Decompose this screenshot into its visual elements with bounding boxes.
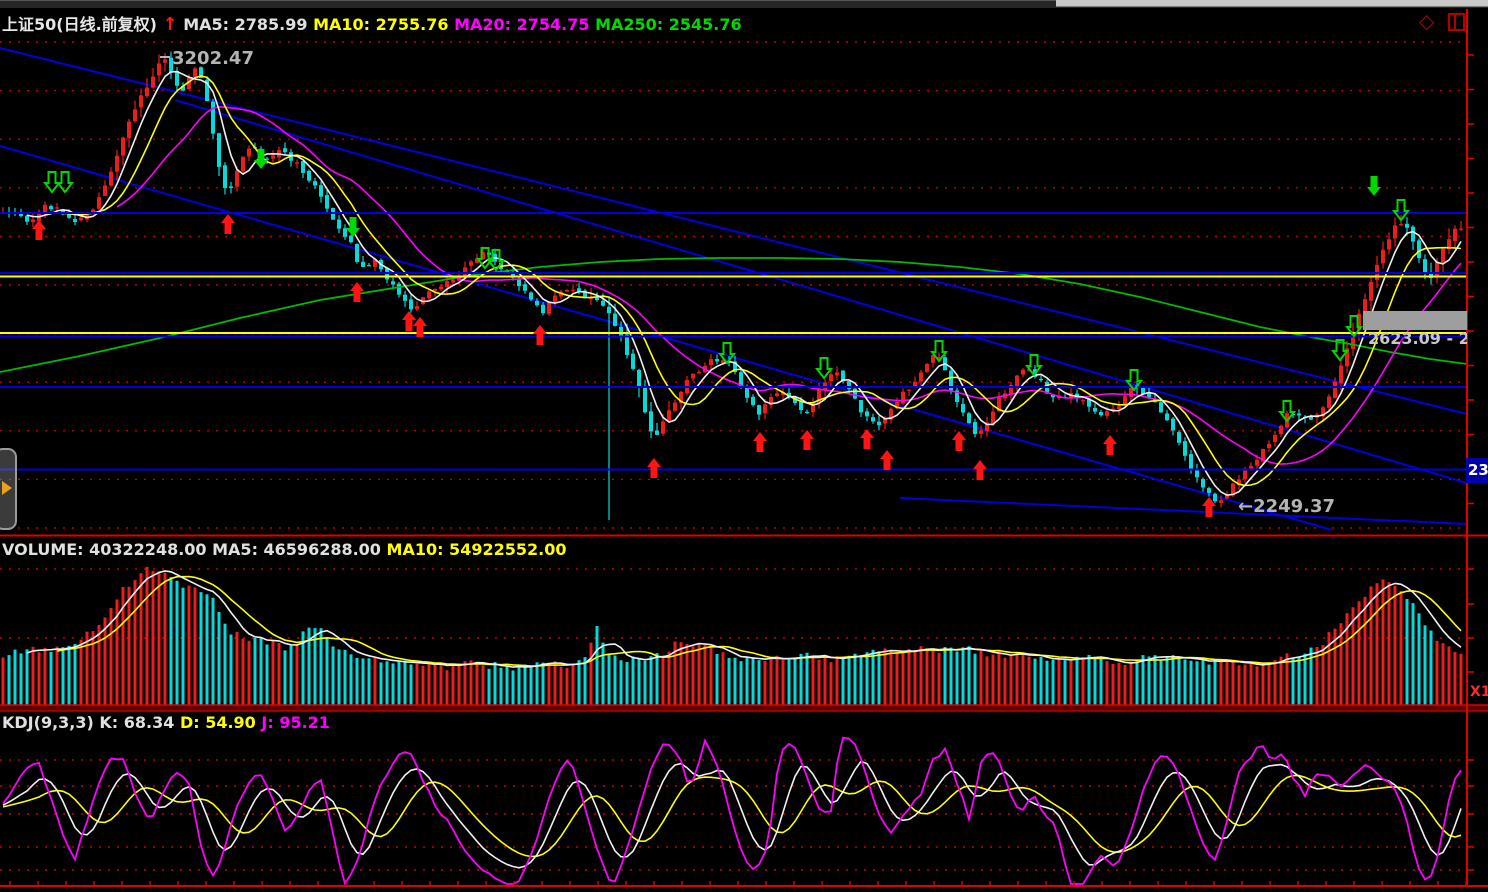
kdj-d-value: D: 54.90: [179, 713, 256, 732]
price-axis-badge: 23: [1466, 458, 1488, 483]
ma250-value: MA250: 2545.76: [595, 15, 742, 34]
horizontal-scrollbar[interactable]: [1056, 0, 1488, 7]
kdj-k-value: K: 68.34: [99, 713, 175, 732]
ma20-value: MA20: 2754.75: [454, 15, 590, 34]
kdj-name: KDJ(9,3,3): [2, 713, 94, 732]
kdj-pane-header: KDJ(9,3,3) K: 68.34 D: 54.90 J: 95.21: [2, 713, 330, 732]
ma5-value: MA5: 2785.99: [183, 15, 308, 34]
kdj-j-value: J: 95.21: [261, 713, 330, 732]
scale-x1-label: X1: [1470, 684, 1488, 700]
volume-value: VOLUME: 40322248.00: [2, 540, 207, 559]
volume-pane-header: VOLUME: 40322248.00 MA5: 46596288.00 MA1…: [2, 540, 566, 559]
sidebar-expand-handle[interactable]: [0, 448, 17, 530]
symbol-title: 上证50(日线.前复权): [2, 15, 157, 34]
info-tooltip-box: [1363, 311, 1467, 330]
high-price-label: 3202.47: [172, 48, 254, 69]
low-price-label: ←2249.37: [1238, 496, 1336, 517]
price-pane-header: 上证50(日线.前复权) ↑ MA5: 2785.99 MA10: 2755.7…: [2, 11, 742, 35]
up-arrow-icon: ↑: [162, 14, 178, 35]
expand-right-triangle-icon: [2, 481, 12, 495]
range-tooltip-text: 2623.09 - 26: [1368, 329, 1467, 348]
volume-ma10-value: MA10: 54922552.00: [386, 540, 567, 559]
ma10-value: MA10: 2755.76: [313, 15, 449, 34]
split-window-icon[interactable]: [1448, 13, 1465, 31]
window-top-edge: [0, 0, 1488, 8]
volume-ma5-value: MA5: 46596288.00: [212, 540, 381, 559]
diamond-tool-icon[interactable]: ◇: [1419, 9, 1435, 33]
